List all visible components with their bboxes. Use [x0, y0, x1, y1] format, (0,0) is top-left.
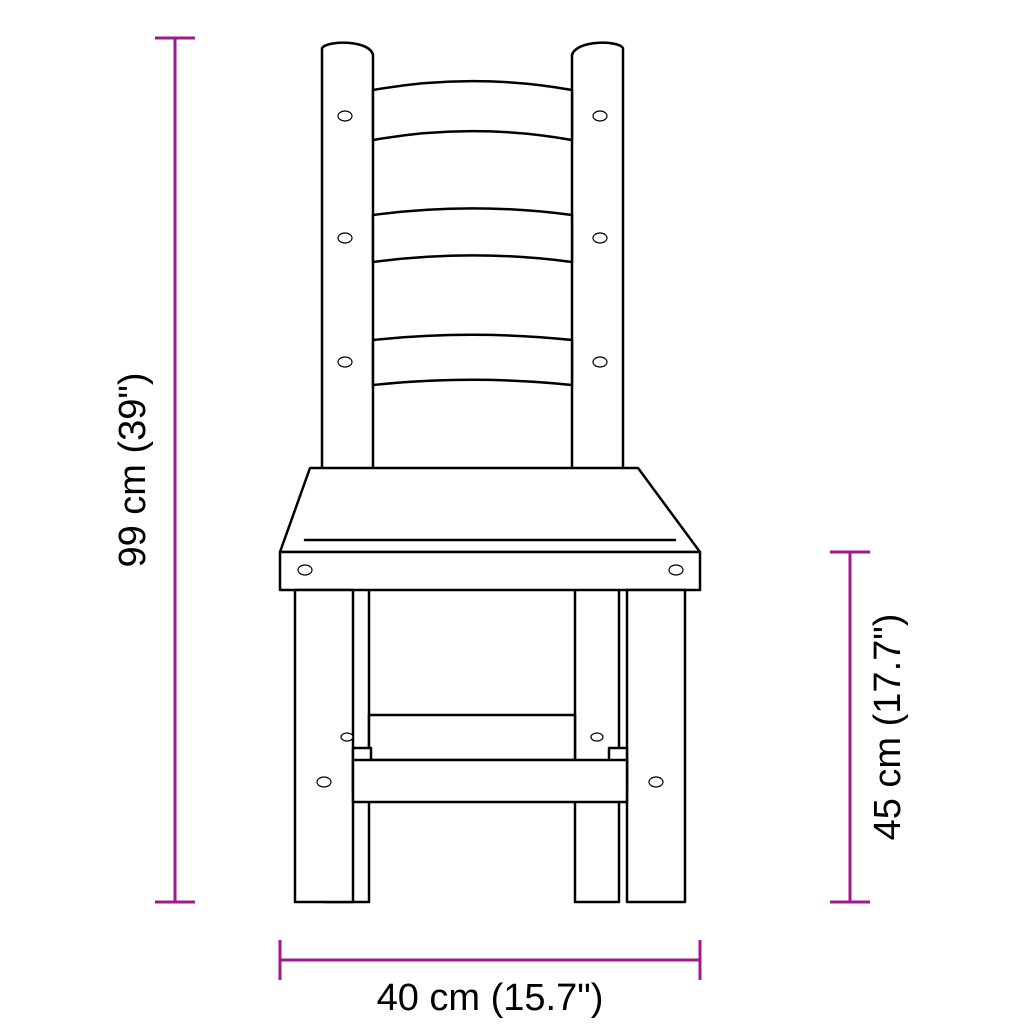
dim-height: 99 cm (39") [112, 38, 195, 902]
dim-seat-height: 45 cm (17.7") [830, 552, 909, 902]
chair-drawing [280, 43, 700, 902]
dim-height-label: 99 cm (39") [112, 372, 154, 567]
dim-width-label: 40 cm (15.7") [377, 977, 604, 1019]
dimension-diagram: 99 cm (39") 45 cm (17.7") 40 cm (15.7") [0, 0, 1024, 1024]
dim-seat-height-label: 45 cm (17.7") [867, 614, 909, 841]
dim-width: 40 cm (15.7") [280, 940, 700, 1019]
